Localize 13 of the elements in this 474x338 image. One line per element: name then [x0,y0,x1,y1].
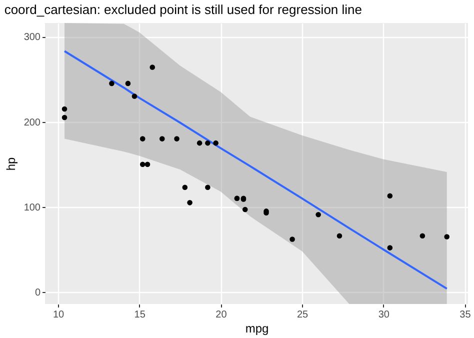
x-tick-label: 35 [460,310,472,320]
y-tick-label: 100 [24,202,41,214]
y-axis-title: hp [4,157,18,171]
x-tick-label: 25 [296,310,309,320]
x-tick-label: 20 [216,310,228,320]
x-tick-label: 15 [134,310,146,320]
y-tick-label: 300 [24,32,41,44]
y-tick-label: 0 [34,288,41,299]
x-tick-label: 30 [378,310,390,320]
x-axis-title: mpg [245,322,269,336]
x-tick-label: 10 [52,310,65,320]
chart-title: coord_cartesian: excluded point is still used for regression line [4,2,362,17]
y-tick-label: 200 [24,117,41,128]
